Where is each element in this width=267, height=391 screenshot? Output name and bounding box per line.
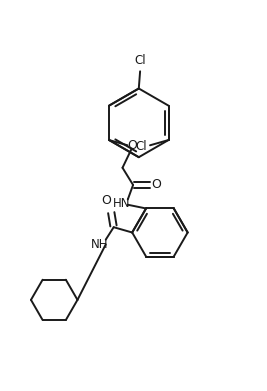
Text: NH: NH	[91, 238, 108, 251]
Text: O: O	[127, 139, 137, 152]
Text: O: O	[101, 194, 111, 207]
Text: O: O	[151, 178, 161, 192]
Text: Cl: Cl	[136, 140, 147, 153]
Text: HN: HN	[112, 197, 130, 210]
Text: Cl: Cl	[134, 54, 146, 67]
